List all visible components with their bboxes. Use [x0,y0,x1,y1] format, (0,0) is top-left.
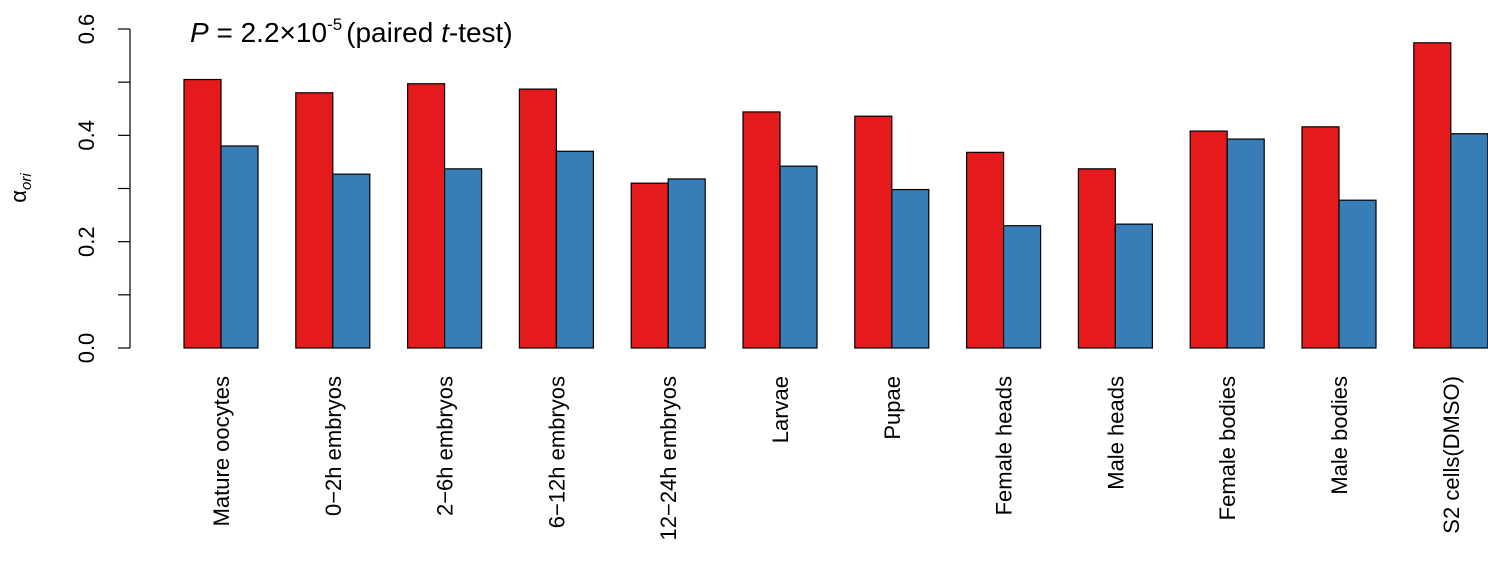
bar-blue [1338,199,1377,349]
x-tick-label: 6−12h embryos [544,376,569,528]
bar-red [295,92,334,349]
bar-blue [1450,133,1488,349]
x-tick-label: Female bodies [1215,376,1240,520]
bar-blue [1114,223,1154,349]
y-tick-label: 0.6 [74,14,99,45]
x-tick-label: Larvae [768,376,793,443]
bar-blue [555,150,595,349]
bar-blue [332,173,371,349]
x-axis-labels: Mature oocytes 0−2h embryos 2−6h embryos 6−… [209,376,1464,541]
test-suffix: -test) [449,17,513,48]
x-tick-label: Pupae [880,376,905,440]
bar-blue [444,168,483,349]
x-tick-label: Male heads [1103,376,1128,490]
x-tick-label: S2 cells(DMSO) [1439,376,1464,534]
test-t: t [441,17,450,48]
bar-blue [1002,225,1042,349]
bar-red [518,88,558,349]
bar-blue [220,145,259,349]
p-value-annotation: P = 2.2×10-5 (paired t-test) [190,15,513,48]
bar-red [407,83,446,349]
x-tick-label: 12−24h embryos [656,376,681,541]
bar-red [183,78,222,349]
bar-red [742,111,781,349]
bar-red [1301,126,1340,349]
y-tick-label: 0.2 [74,226,99,257]
bar-red [965,151,1005,349]
x-tick-label: 0−2h embryos [321,376,346,516]
y-tick-label: 0.0 [74,333,99,364]
p-exponent: -5 [327,15,342,34]
bar-red [1077,168,1117,349]
x-tick-label: Mature oocytes [209,376,234,526]
p-symbol: P [190,17,209,48]
y-axis-subscript: ori [18,173,35,190]
y-axis-greek: α [6,190,31,203]
bar-red [1413,42,1452,349]
bar-blue [891,188,930,349]
x-tick-label: Male bodies [1327,376,1352,495]
bar-blue [779,165,818,349]
p-equals-value: = 2.2×10 [209,17,327,48]
y-tick-label: 0.4 [74,120,99,151]
y-axis: 0.0 0.2 0.4 0.6 [74,14,131,364]
bar-blue [667,178,706,349]
bar-red [1189,130,1228,349]
bar-red [854,115,893,349]
bar-blue [1226,138,1265,349]
x-tick-label: Female heads [992,376,1017,515]
bar-red [630,182,669,349]
test-prefix: (paired [346,17,441,48]
x-tick-label: 2−6h embryos [433,376,458,516]
bars-group [183,42,1488,349]
y-axis-title: αori [6,173,35,203]
